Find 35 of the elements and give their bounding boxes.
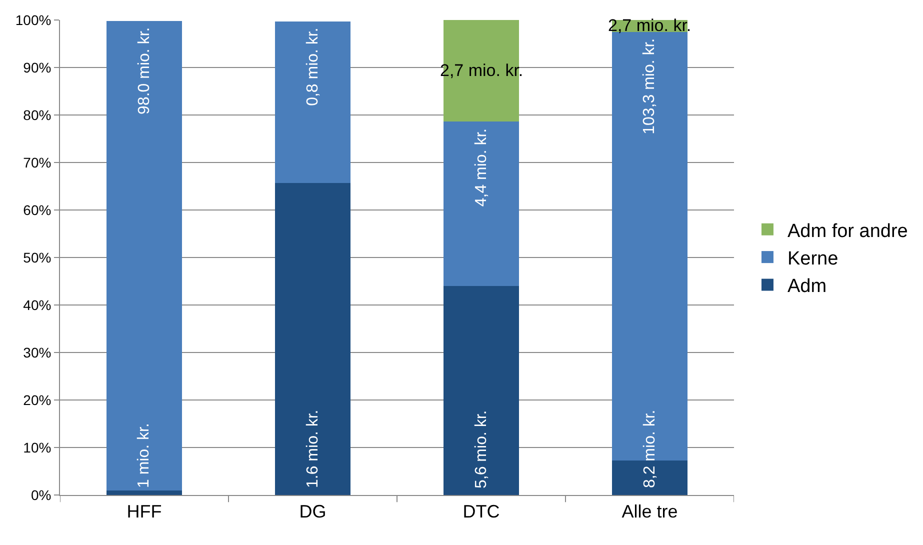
y-tick-label: 30% xyxy=(23,344,52,360)
y-tick-label: 20% xyxy=(23,392,52,408)
bar xyxy=(106,490,182,495)
y-tick-label: 100% xyxy=(15,12,52,28)
bar xyxy=(443,122,520,286)
annotation: 1 mio. kr. xyxy=(136,423,152,488)
x-tick-label: DG xyxy=(299,502,326,522)
y-tick-label: 40% xyxy=(23,296,52,313)
legend-label: Adm xyxy=(787,276,827,298)
x-tick-label: Alle tre xyxy=(622,502,678,522)
x-tick-label: HFF xyxy=(126,502,162,522)
y-tick-label: 70% xyxy=(23,154,52,170)
bar xyxy=(612,460,688,495)
annotation: 0,8 mio. kr. xyxy=(304,28,322,106)
y-tick-label: 60% xyxy=(23,202,52,218)
bar xyxy=(443,286,520,495)
annotation: 4,4 mio. kr. xyxy=(472,128,490,207)
annotation: 2,7 mio. kr. xyxy=(440,61,524,80)
bar xyxy=(274,182,351,495)
bar xyxy=(106,20,182,490)
annotation: 5,6 mio. kr. xyxy=(473,410,490,488)
annotation: 103,3 mio. kr. xyxy=(641,38,658,134)
y-tick-label: 80% xyxy=(23,106,52,123)
legend-label: Adm for andre xyxy=(787,220,908,242)
bar xyxy=(612,32,688,460)
annotation: 1.6 mio. kr. xyxy=(304,410,322,488)
annotation: 98.0 mio. kr. xyxy=(136,27,154,114)
y-tick-label: 10% xyxy=(23,439,52,456)
annotation: 8,2 mio. kr. xyxy=(642,410,658,488)
legend-label: Kerne xyxy=(787,248,838,270)
y-tick-label: 50% xyxy=(23,249,52,266)
y-tick-label: 0% xyxy=(30,486,52,503)
bar xyxy=(274,21,351,183)
y-tick-label: 90% xyxy=(23,59,52,76)
x-tick-label: DTC xyxy=(462,502,500,522)
